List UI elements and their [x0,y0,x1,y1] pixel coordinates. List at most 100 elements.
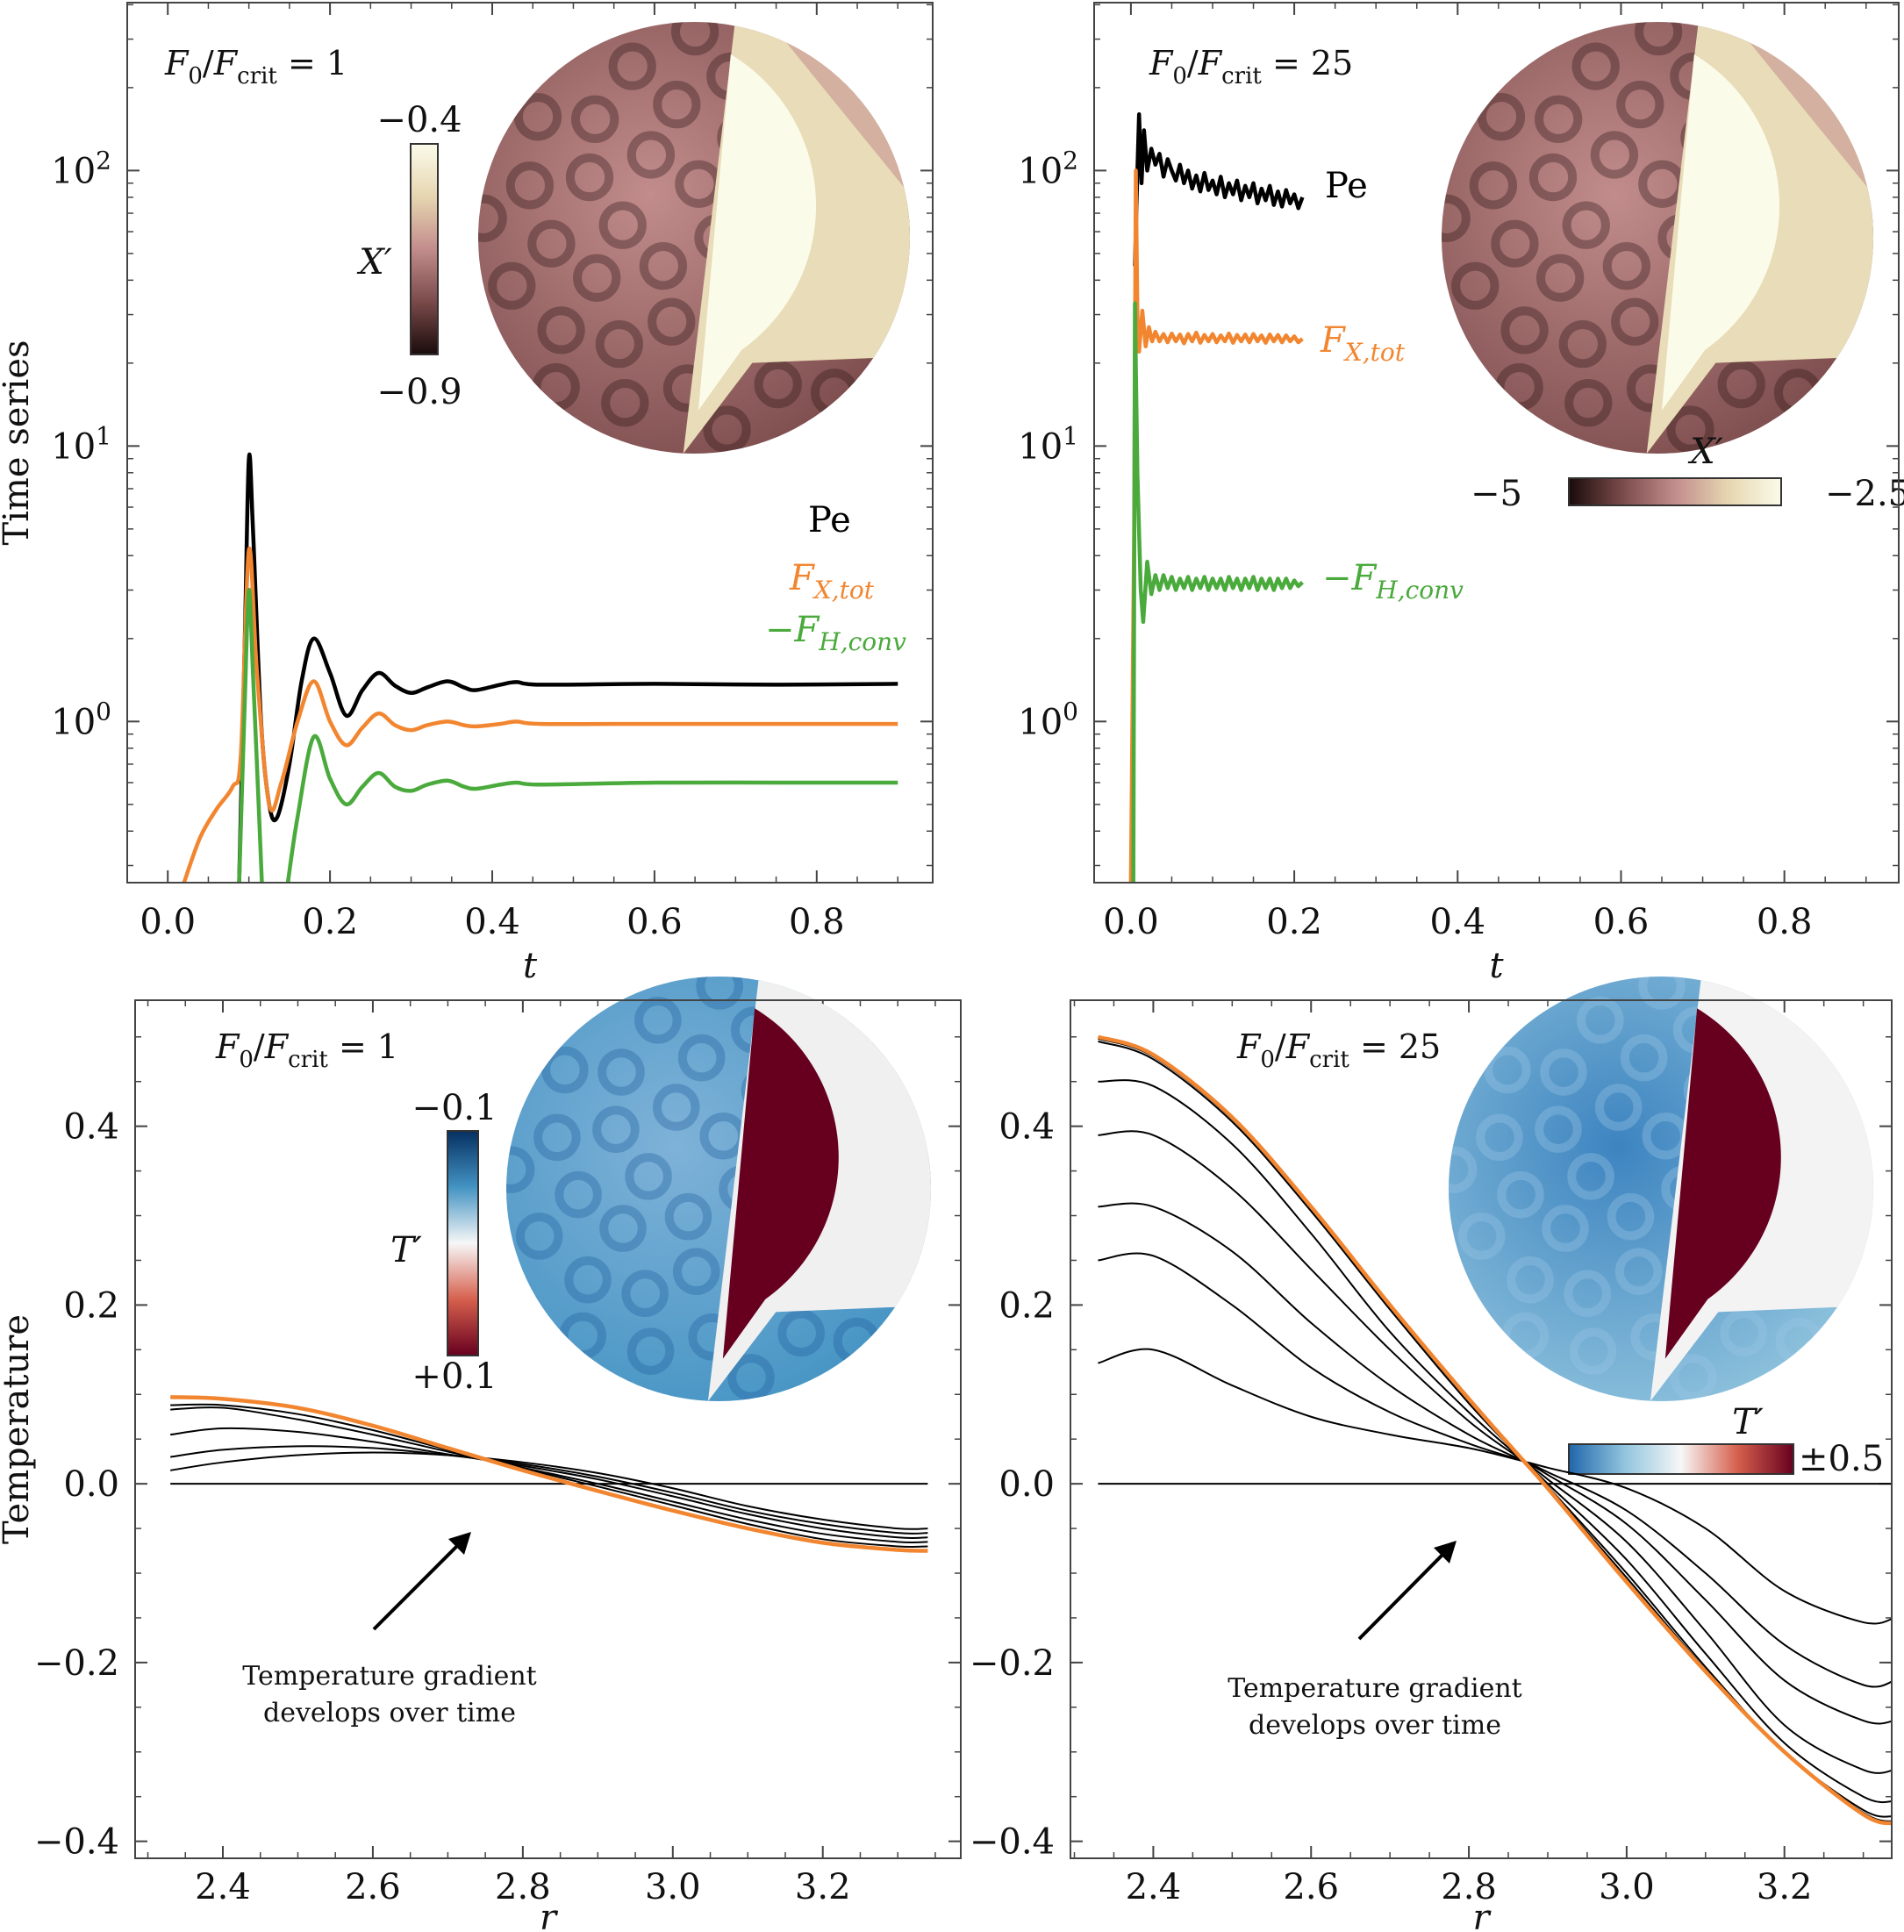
sphere-cell [1616,80,1664,129]
y-tick-label: 100 [1018,697,1078,742]
sphere-cell [527,219,576,268]
series-line-1 [182,546,898,883]
y-tick-label: 0.2 [999,1285,1055,1326]
sphere-cell [599,1205,647,1252]
x-axis-label: t [523,946,538,986]
y-tick-exponent: 2 [1063,146,1078,175]
arrow-head-icon [1434,1541,1457,1563]
sphere-cell [555,1170,602,1219]
panel-top-right: 0.0 0.2 0.4 0.6 0.8100101102−2.5−5X′PeFX,tot… [1018,2,1904,986]
sphere-rendering [1449,977,1873,1401]
sphere-cell [1564,379,1613,427]
y-tick-exponent: 0 [1063,697,1078,726]
sphere-cell [478,194,507,242]
sphere-cell [639,242,688,290]
sphere-cell [1535,1106,1582,1153]
legend-label-base: F [1320,320,1346,361]
sphere-cell [488,261,536,310]
axes-frame [126,2,934,884]
plot-area [1097,1034,1892,1826]
sphere-cell [625,1153,672,1200]
y-tick-label: 0.0 [63,1464,119,1505]
sphere-cell [1602,242,1651,290]
sphere-cell [1476,1113,1523,1162]
sphere-cell [571,95,619,143]
sphere-cell [1670,1354,1717,1401]
sphere-cell [1528,153,1578,202]
sphere-cell [513,93,562,141]
sphere-cell [653,80,701,129]
profile-line [170,1427,928,1540]
colorbar-title: X′ [356,242,392,283]
plot-area [182,452,898,883]
sphere-cell [664,1192,712,1241]
x-tick-label: 2.4 [1126,1867,1182,1907]
x-tick-label: 3.0 [1599,1867,1655,1907]
sphere-cell [598,201,647,249]
panel-bottom-left: 2.4 2.6 2.8 3.0 3.2 −0.4 −0.2 0.0 0.2 0.4 −0.1 +0.1… [0,977,962,1932]
sphere-core [698,54,817,411]
sphere-cell [1542,1205,1589,1252]
y-tick-label: −0.2 [970,1643,1055,1684]
colorbar-title: T′ [1732,1402,1764,1442]
y-tick-label: 102 [51,146,111,191]
legend-label: FX,tot [1320,320,1406,367]
sphere-cell [533,1113,581,1162]
y-tick-base: 10 [51,702,96,742]
sphere-cell [1594,1084,1643,1131]
sphere-cell [1507,1256,1554,1304]
colorbar-title: X′ [1687,432,1723,472]
sphere-cell [677,1034,726,1082]
y-tick-label: −0.2 [34,1643,119,1684]
sphere-rendering [478,22,910,454]
annotation-text: Temperature gradient [242,1661,536,1692]
colorbar [410,143,439,355]
sphere-cell [1611,297,1659,346]
colorbar-min-label: +0.1 [412,1356,497,1397]
x-tick-label: 0.6 [1593,902,1650,942]
colorbar-min-label: −5 [1471,474,1522,514]
sphere-cell [1451,261,1500,310]
sphere-cell [1562,201,1610,249]
y-tick-exponent: 1 [96,421,111,450]
sphere-cell [537,306,585,354]
sphere-cell [1457,1213,1506,1260]
sphere-core [722,1008,839,1359]
x-tick-label: 0.4 [464,902,520,942]
sphere-cell [1535,95,1583,143]
sphere-cell [564,1256,612,1304]
colorbar-max-label: ±0.5 [1799,1439,1884,1479]
y-tick-base: 10 [51,426,96,467]
y-tick-label: 100 [51,697,111,742]
y-tick-label: 0.4 [63,1107,119,1148]
sphere-cutaway [707,977,931,1401]
x-axis-label: r [1472,1898,1492,1932]
x-tick-label: 2.8 [495,1867,551,1907]
legend-label-subscript: H,conv [1375,576,1464,605]
legend-label-base: F [789,558,815,598]
sphere-cell [626,131,676,179]
profile-line [1098,1348,1892,1625]
sphere-cell [1558,320,1607,369]
sphere-cell [1634,22,1683,56]
sphere-cell [1469,161,1518,210]
profile-line [170,1406,928,1544]
sphere-cell [505,161,555,210]
sphere-cell [621,1270,669,1317]
x-tick-label: 3.2 [795,1867,851,1907]
sphere-cell [672,1248,720,1295]
series-line-2 [1131,301,1304,883]
sphere-core [1661,54,1780,411]
y-axis-label: Time series [0,340,37,545]
axes-frame [1070,999,1893,1859]
sphere-cell [670,22,719,56]
y-tick-label: −0.4 [970,1822,1055,1863]
sphere-cell [598,1048,645,1096]
colorbar [447,1130,479,1356]
axes-frame [1093,2,1900,884]
y-tick-base: 10 [1018,151,1063,191]
sphere-cell [1577,997,1624,1044]
annotation-arrow [372,1532,471,1631]
legend-label: Pe [1325,166,1368,206]
